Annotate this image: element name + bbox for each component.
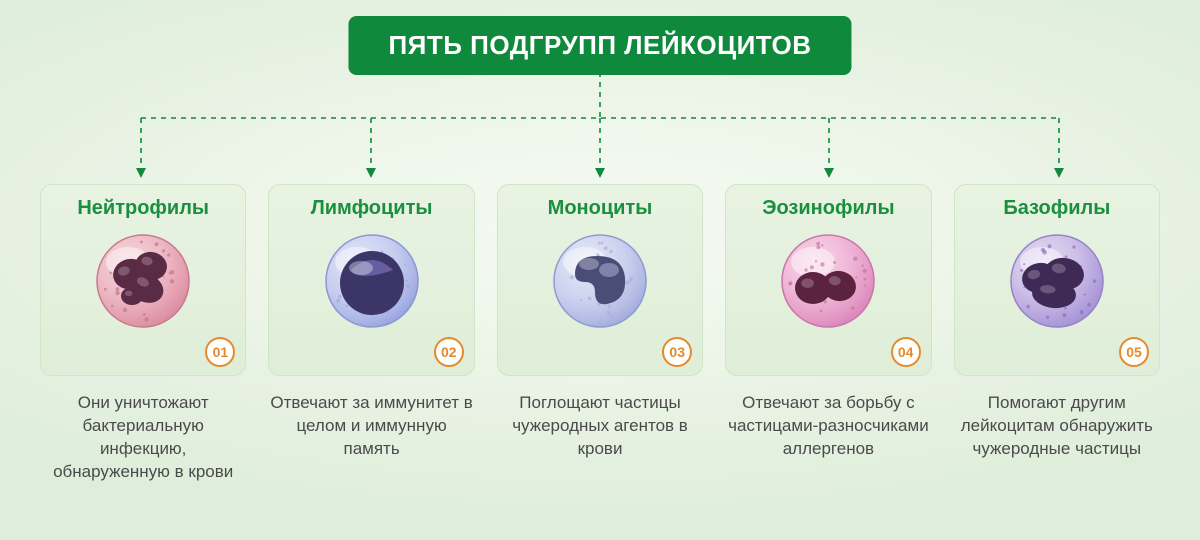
cell-card: Нейтрофилы 01 — [40, 184, 246, 376]
cell-card: Лимфоциты 02 — [268, 184, 474, 376]
cell-illustration — [1002, 226, 1112, 336]
cell-card: Базофилы 05 — [954, 184, 1160, 376]
cell-illustration — [88, 226, 198, 336]
cell-description: Отвечают за борьбу с частицами-разносчик… — [725, 392, 931, 484]
card-number-badge: 02 — [434, 337, 464, 367]
cell-description: Они уничтожают бактериальную инфекцию, о… — [40, 392, 246, 484]
cell-card-title: Моноциты — [548, 197, 653, 220]
card-number-badge: 05 — [1119, 337, 1149, 367]
cell-illustration — [317, 226, 427, 336]
cell-illustration — [773, 226, 883, 336]
cell-card: Моноциты 03 — [497, 184, 703, 376]
cell-description: Помогают другим лейкоцитам обнаружить чу… — [954, 392, 1160, 484]
card-number-badge: 04 — [891, 337, 921, 367]
card-number-badge: 03 — [662, 337, 692, 367]
cell-description: Отвечают за иммунитет в целом и иммунную… — [268, 392, 474, 484]
cell-card-title: Базофилы — [1003, 197, 1110, 220]
cell-card-title: Нейтрофилы — [77, 197, 209, 220]
descriptions-row: Они уничтожают бактериальную инфекцию, о… — [0, 392, 1200, 484]
cell-card-title: Эозинофилы — [762, 197, 894, 220]
cell-description: Поглощают частицы чужеродных агентов в к… — [497, 392, 703, 484]
cards-row: Нейтрофилы 01 Лимфоциты 02 Моноциты 03 Эозиноф… — [0, 184, 1200, 376]
cell-card: Эозинофилы 04 — [725, 184, 931, 376]
card-number-badge: 01 — [205, 337, 235, 367]
cell-illustration — [545, 226, 655, 336]
cell-card-title: Лимфоциты — [311, 197, 433, 220]
